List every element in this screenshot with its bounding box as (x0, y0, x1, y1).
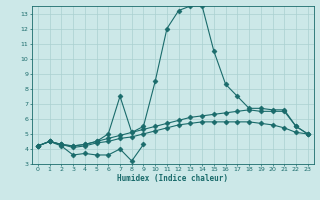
X-axis label: Humidex (Indice chaleur): Humidex (Indice chaleur) (117, 174, 228, 183)
